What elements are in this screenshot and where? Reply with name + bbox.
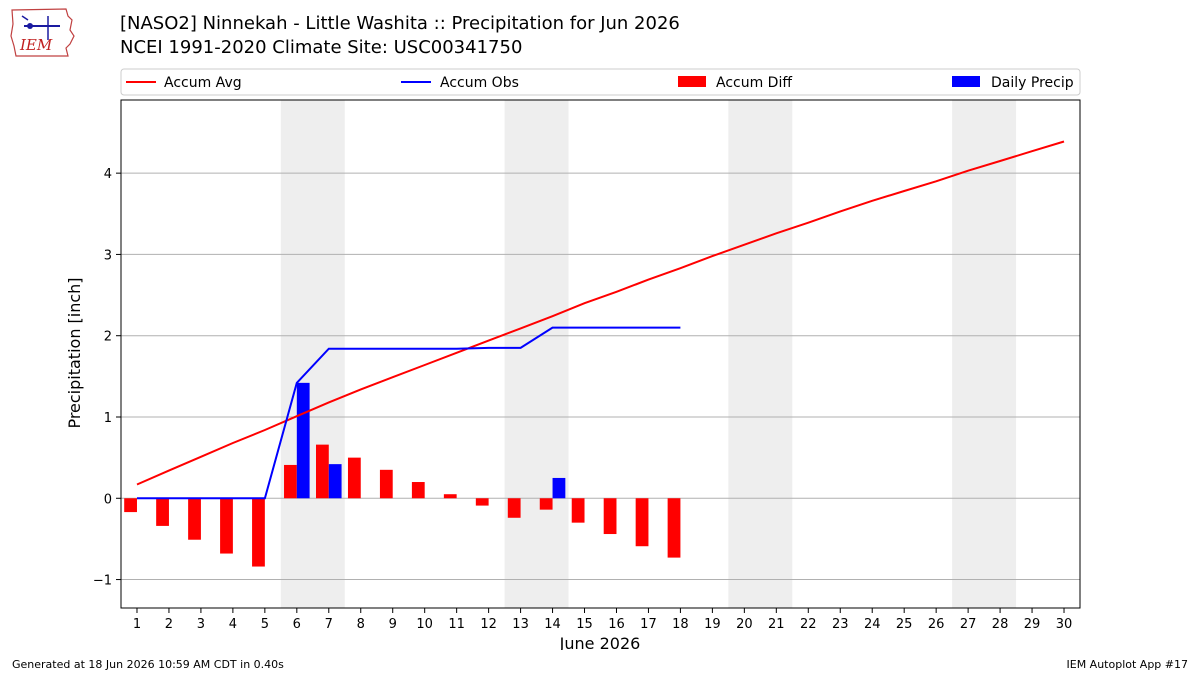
accum-diff-bar [443,494,457,499]
accum-diff-bar [571,498,585,523]
x-tick-label: 4 [229,617,237,632]
accum-avg-line [136,140,1065,486]
x-tick-label: 14 [544,617,561,632]
accum-diff-bar [252,498,265,567]
x-tick-label: 9 [389,617,397,632]
accum-diff-bar [315,444,329,499]
app-footer: IEM Autoplot App #17 [1066,658,1189,671]
chart-title: [NASO2] Ninnekah - Little Washita :: Pre… [120,13,680,34]
x-tick-label: 24 [864,617,881,632]
weekend-band [952,100,1017,608]
accum-diff-bar [284,464,297,499]
accum-diff-bar [124,498,137,513]
weekend-band [504,100,569,608]
generated-footer: Generated at 18 Jun 2026 10:59 AM CDT in… [12,658,284,671]
legend-label-daily-precip: Daily Precip [991,75,1074,91]
x-tick-label: 26 [928,617,945,632]
accum-diff-bar [379,469,393,499]
y-tick-label: 2 [104,330,112,345]
daily-precip-bar [328,464,342,499]
accum-diff-bar [220,498,233,554]
x-tick-label: 28 [992,617,1009,632]
chart-subtitle: NCEI 1991-2020 Climate Site: USC00341750 [120,37,523,58]
x-tick-label: 23 [832,617,849,632]
x-tick-label: 17 [640,617,657,632]
x-tick-label: 21 [768,617,785,632]
logo-text: IEM [19,36,53,54]
accum-diff-bar [507,498,521,518]
x-tick-label: 6 [293,617,301,632]
weekend-bands [280,100,1017,608]
x-tick-label: 16 [608,617,625,632]
y-tick-label: 1 [104,411,112,426]
daily-precip-bar [296,382,310,499]
iem-logo: IEM [10,8,75,57]
accum-diff-bar [347,457,361,499]
x-axis-label: June 2026 [559,634,641,650]
x-tick-label: 19 [704,617,721,632]
plot-frame [120,99,1081,609]
daily-precip-bars [296,382,566,499]
x-tick-label: 18 [672,617,689,632]
y-tick-label: 0 [104,492,112,507]
x-tick-label: 20 [736,617,753,632]
x-tick-label: 15 [576,617,593,632]
legend-label-accum-obs: Accum Obs [440,75,519,91]
x-tick-label: 25 [896,617,913,632]
x-tick-label: 5 [261,617,269,632]
weather-vane-hub [27,23,33,29]
y-tick-label: 3 [104,248,112,263]
legend-label-accum-avg: Accum Avg [164,75,242,91]
precipitation-chart: 1 2 3 4 5 6 7 8 9 10 11 12 13 14 15 16 17 18 19 20 21 22 23 24 2… [65,68,1081,650]
accum-diff-bar [635,498,649,547]
x-tick-label: 8 [357,617,365,632]
y-axis-ticks: −1 0 1 2 3 4 [93,167,121,589]
accum-diff-bar [539,498,553,510]
y-tick-label: 4 [104,167,112,182]
y-axis-label: Precipitation [inch] [65,277,84,428]
x-tick-label: 10 [416,617,433,632]
x-tick-label: 3 [197,617,205,632]
x-axis-ticks: 1 2 3 4 5 6 7 8 9 10 11 12 13 14 15 16 17 18 19 20 21 22 23 24 2… [133,608,1072,632]
accum-diff-bar [188,498,201,540]
daily-precip-bar [552,477,566,499]
x-tick-label: 13 [512,617,529,632]
accum-diff-bar [475,498,489,506]
iowa-outline-shape [10,8,75,57]
weather-vane-arrow [21,15,29,21]
x-tick-label: 29 [1024,617,1041,632]
x-tick-label: 11 [448,617,465,632]
accum-diff-bar [603,498,617,535]
x-tick-label: 2 [165,617,173,632]
legend-swatch-accum-diff [678,76,706,87]
x-tick-label: 27 [960,617,977,632]
accum-diff-bar [667,498,681,558]
accum-diff-bar [411,482,425,499]
x-tick-label: 22 [800,617,817,632]
accum-obs-line [137,326,681,500]
weekend-band [280,100,345,608]
grid-lines [121,172,1080,581]
x-tick-label: 12 [480,617,497,632]
x-tick-label: 30 [1056,617,1073,632]
legend-swatch-daily-precip [952,76,980,87]
legend-label-accum-diff: Accum Diff [716,75,792,91]
legend: Accum Avg Accum Obs Accum Diff Daily Pre… [120,68,1081,96]
accum-diff-bars [124,444,681,567]
y-tick-label: −1 [93,574,112,589]
x-tick-label: 1 [133,617,141,632]
x-tick-label: 7 [325,617,333,632]
accum-diff-bar [156,498,169,526]
weekend-band [728,100,793,608]
